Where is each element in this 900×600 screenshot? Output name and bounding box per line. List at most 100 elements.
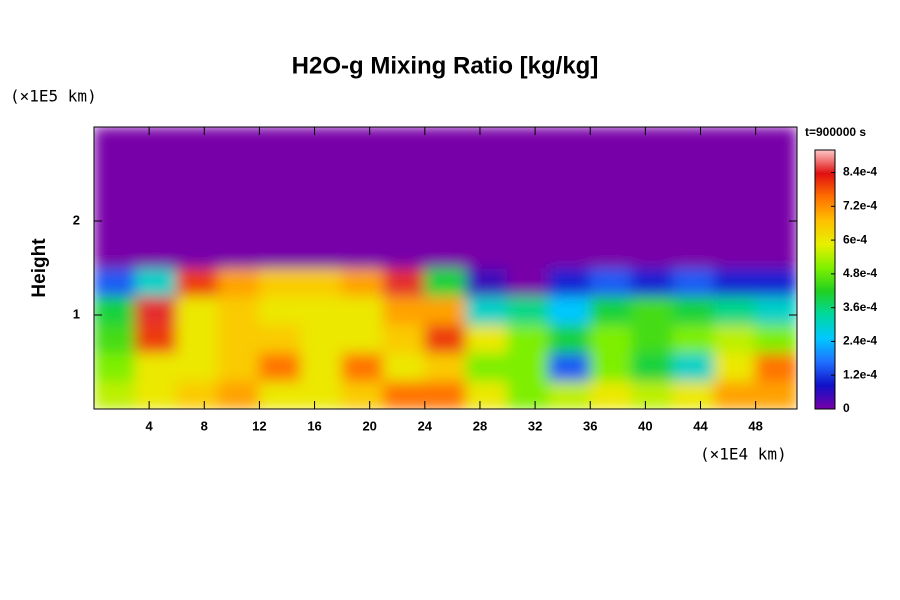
heatmap-cell bbox=[465, 211, 509, 241]
heatmap bbox=[94, 127, 797, 409]
heatmap-cell bbox=[300, 323, 343, 354]
heatmap-cell bbox=[548, 154, 591, 184]
heatmap-cell bbox=[672, 380, 715, 409]
heatmap-cell bbox=[507, 154, 550, 184]
heatmap-cell bbox=[672, 154, 715, 184]
x-tick-label: 4 bbox=[146, 418, 154, 433]
heatmap-cell bbox=[424, 295, 467, 325]
heatmap-cell bbox=[341, 211, 384, 241]
heatmap-cell bbox=[134, 127, 178, 156]
x-tick-label: 32 bbox=[528, 418, 542, 433]
heatmap-cell bbox=[176, 211, 219, 241]
heatmap-cell bbox=[631, 182, 674, 213]
heatmap-cell bbox=[94, 127, 136, 156]
heatmap-cell bbox=[713, 127, 757, 156]
y-axis-label: Height bbox=[29, 238, 50, 298]
heatmap-cell bbox=[258, 154, 302, 184]
heatmap-cell bbox=[258, 127, 302, 156]
heatmap-cell bbox=[134, 352, 178, 382]
heatmap-cell bbox=[382, 323, 426, 354]
heatmap-cell bbox=[176, 380, 219, 409]
heatmap-cell bbox=[217, 154, 260, 184]
heatmap-cell bbox=[507, 352, 550, 382]
heatmap-cell bbox=[341, 127, 384, 156]
heatmap-cell bbox=[631, 154, 674, 184]
heatmap-cell bbox=[755, 267, 797, 297]
heatmap-cell bbox=[94, 182, 136, 213]
heatmap-cell bbox=[176, 267, 219, 297]
heatmap-cell bbox=[713, 211, 757, 241]
heatmap-cell bbox=[672, 182, 715, 213]
heatmap-cell bbox=[631, 267, 674, 297]
heatmap-cell bbox=[341, 380, 384, 409]
heatmap-cell bbox=[548, 323, 591, 354]
heatmap-cell bbox=[300, 211, 343, 241]
heatmap-cell bbox=[134, 239, 178, 269]
heatmap-cell bbox=[217, 295, 260, 325]
heatmap-cell bbox=[94, 323, 136, 354]
x-unit: (×1E4 km) bbox=[700, 445, 787, 464]
heatmap-cell bbox=[672, 352, 715, 382]
chart-title: H2O-g Mixing Ratio [kg/kg] bbox=[292, 52, 599, 79]
x-tick-label: 8 bbox=[201, 418, 208, 433]
heatmap-cell bbox=[258, 239, 302, 269]
heatmap-cell bbox=[217, 380, 260, 409]
heatmap-cell bbox=[382, 211, 426, 241]
heatmap-cell bbox=[672, 323, 715, 354]
heatmap-cell bbox=[382, 239, 426, 269]
heatmap-cell bbox=[382, 182, 426, 213]
heatmap-cell bbox=[134, 211, 178, 241]
heatmap-cell bbox=[548, 267, 591, 297]
x-tick-label: 40 bbox=[638, 418, 652, 433]
heatmap-cell bbox=[341, 323, 384, 354]
colorbar-tick-label: 2.4e-4 bbox=[843, 334, 877, 348]
heatmap-cell bbox=[300, 267, 343, 297]
heatmap-cell bbox=[258, 295, 302, 325]
heatmap-cell bbox=[589, 380, 633, 409]
heatmap-cell bbox=[713, 352, 757, 382]
heatmap-cell bbox=[465, 295, 509, 325]
heatmap-cell bbox=[507, 211, 550, 241]
heatmap-cell bbox=[217, 352, 260, 382]
heatmap-cell bbox=[424, 211, 467, 241]
heatmap-cell bbox=[507, 323, 550, 354]
heatmap-cell bbox=[713, 239, 757, 269]
heatmap-cell bbox=[134, 295, 178, 325]
heatmap-cell bbox=[548, 352, 591, 382]
x-tick-label: 36 bbox=[583, 418, 597, 433]
heatmap-cell bbox=[465, 323, 509, 354]
heatmap-cell bbox=[548, 127, 591, 156]
heatmap-cell bbox=[300, 182, 343, 213]
heatmap-cell bbox=[507, 127, 550, 156]
heatmap-cell bbox=[217, 211, 260, 241]
heatmap-cell bbox=[631, 239, 674, 269]
heatmap-cell bbox=[755, 239, 797, 269]
heatmap-cell bbox=[341, 295, 384, 325]
heatmap-cell bbox=[382, 380, 426, 409]
heatmap-cell bbox=[217, 127, 260, 156]
heatmap-cell bbox=[176, 154, 219, 184]
y-unit: (×1E5 km) bbox=[10, 87, 97, 106]
heatmap-cell bbox=[424, 154, 467, 184]
heatmap-cell bbox=[631, 380, 674, 409]
heatmap-cell bbox=[176, 127, 219, 156]
y-tick-label: 2 bbox=[73, 212, 80, 227]
heatmap-cell bbox=[465, 267, 509, 297]
heatmap-cell bbox=[755, 154, 797, 184]
heatmap-cell bbox=[94, 380, 136, 409]
heatmap-cell bbox=[672, 211, 715, 241]
heatmap-cell bbox=[589, 323, 633, 354]
heatmap-cell bbox=[94, 211, 136, 241]
heatmap-cell bbox=[382, 267, 426, 297]
heatmap-cell bbox=[176, 239, 219, 269]
heatmap-cell bbox=[176, 295, 219, 325]
heatmap-field bbox=[94, 127, 797, 409]
heatmap-cell bbox=[424, 380, 467, 409]
heatmap-cell bbox=[424, 352, 467, 382]
x-tick-label: 24 bbox=[418, 418, 433, 433]
heatmap-cell bbox=[217, 182, 260, 213]
colorbar bbox=[814, 149, 836, 410]
heatmap-cell bbox=[176, 323, 219, 354]
x-tick-label: 12 bbox=[252, 418, 266, 433]
heatmap-cell bbox=[258, 323, 302, 354]
